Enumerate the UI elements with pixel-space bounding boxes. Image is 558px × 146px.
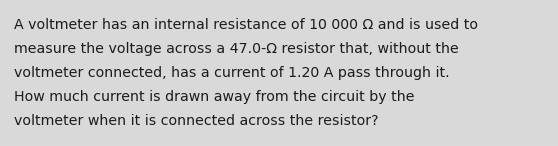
Text: voltmeter when it is connected across the resistor?: voltmeter when it is connected across th… [14,114,379,128]
Text: A voltmeter has an internal resistance of 10 000 Ω and is used to: A voltmeter has an internal resistance o… [14,18,478,32]
Text: voltmeter connected, has a current of 1.20 A pass through it.: voltmeter connected, has a current of 1.… [14,66,450,80]
Text: How much current is drawn away from the circuit by the: How much current is drawn away from the … [14,90,415,104]
Text: measure the voltage across a 47.0-Ω resistor that, without the: measure the voltage across a 47.0-Ω resi… [14,42,459,56]
